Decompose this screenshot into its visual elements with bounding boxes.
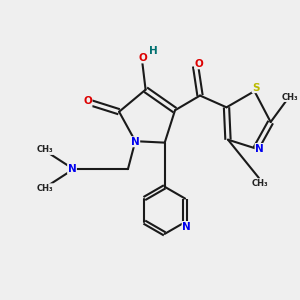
Text: CH₃: CH₃ — [252, 179, 269, 188]
Text: O: O — [139, 53, 148, 63]
Text: O: O — [83, 96, 92, 106]
Text: N: N — [182, 221, 191, 232]
Text: S: S — [252, 82, 260, 93]
Text: O: O — [195, 59, 203, 69]
Text: CH₃: CH₃ — [37, 184, 53, 193]
Text: N: N — [255, 143, 264, 154]
Text: CH₃: CH₃ — [37, 146, 53, 154]
Text: N: N — [131, 137, 140, 147]
Text: H: H — [149, 46, 158, 56]
Text: N: N — [68, 164, 76, 174]
Text: CH₃: CH₃ — [281, 92, 298, 101]
